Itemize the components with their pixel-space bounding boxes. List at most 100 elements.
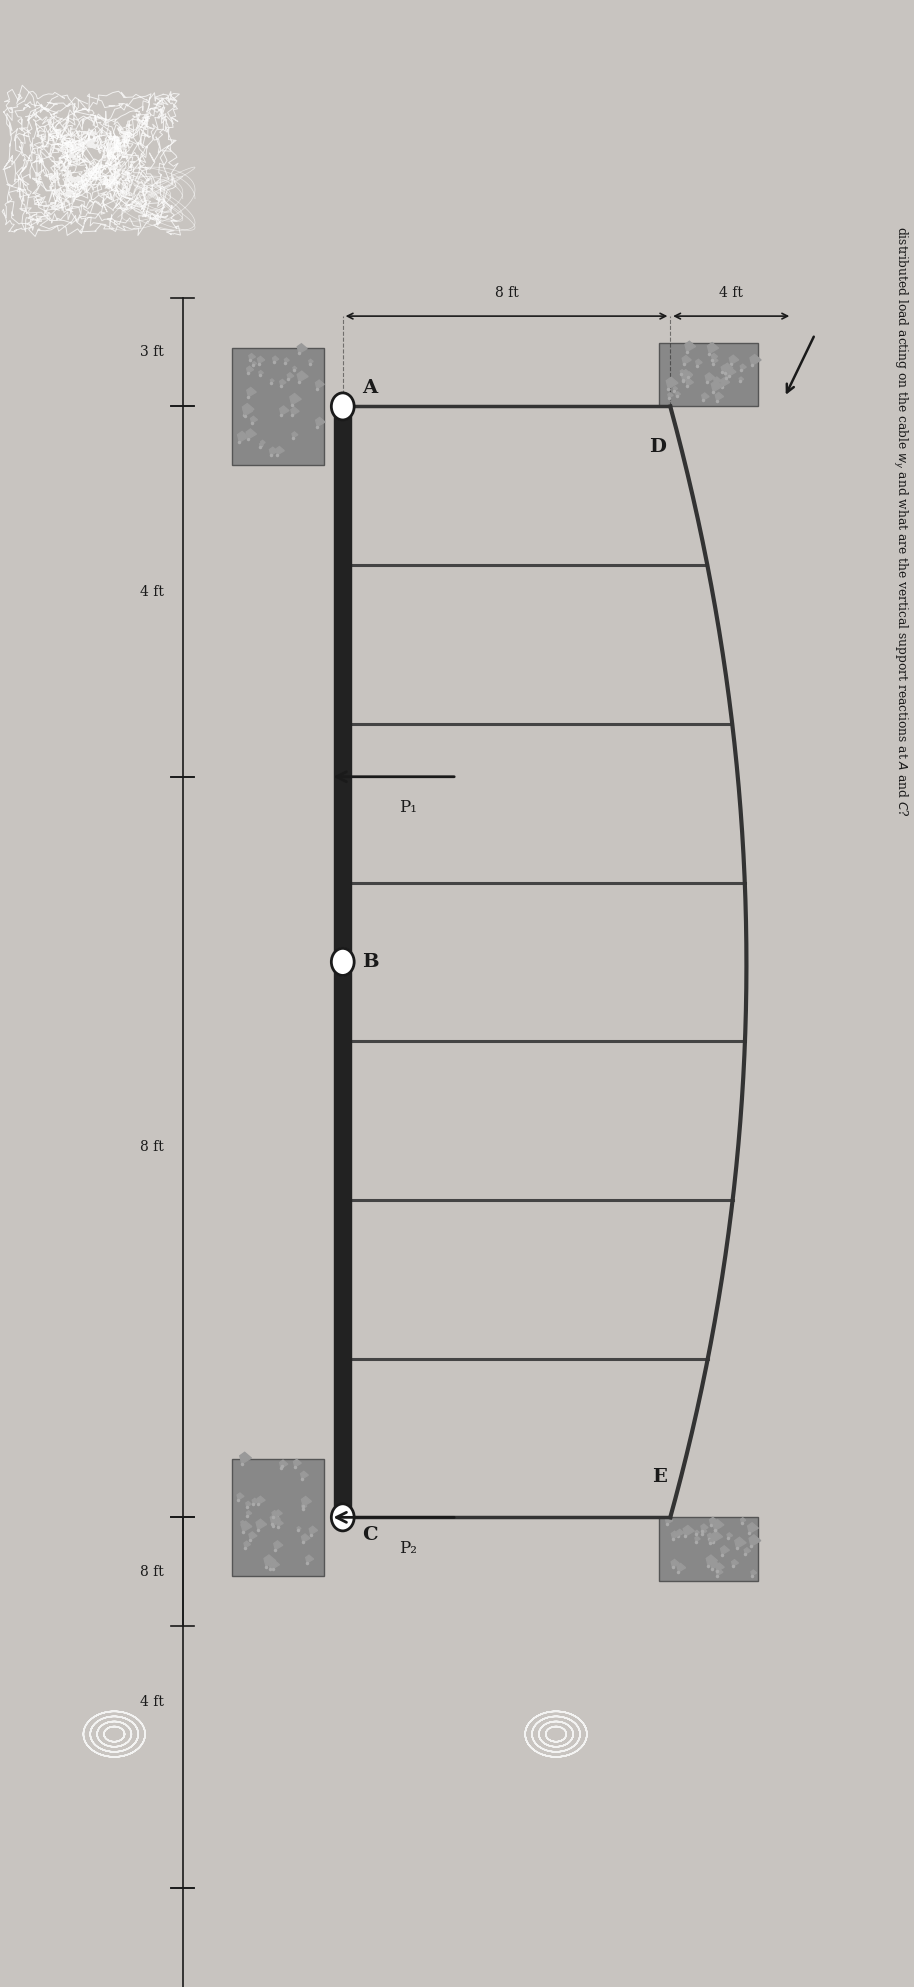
Polygon shape	[716, 393, 724, 401]
Polygon shape	[276, 447, 284, 455]
Polygon shape	[271, 380, 274, 383]
Polygon shape	[727, 1532, 732, 1538]
Polygon shape	[707, 342, 718, 354]
Polygon shape	[707, 1556, 717, 1566]
Polygon shape	[671, 1560, 679, 1568]
Text: 4 ft: 4 ft	[719, 286, 743, 300]
Polygon shape	[680, 370, 685, 374]
Polygon shape	[287, 374, 293, 380]
Polygon shape	[247, 366, 253, 374]
Polygon shape	[250, 417, 258, 423]
Polygon shape	[246, 1502, 251, 1506]
Polygon shape	[665, 1516, 673, 1524]
Polygon shape	[293, 366, 297, 370]
Polygon shape	[702, 393, 709, 399]
Polygon shape	[272, 1510, 279, 1516]
Polygon shape	[270, 447, 278, 455]
Polygon shape	[241, 1520, 245, 1526]
Polygon shape	[666, 378, 678, 389]
Polygon shape	[260, 441, 265, 445]
Text: 8 ft: 8 ft	[494, 286, 518, 300]
Polygon shape	[274, 1540, 282, 1550]
Polygon shape	[309, 1526, 317, 1534]
Polygon shape	[282, 1462, 286, 1466]
Polygon shape	[249, 1532, 257, 1540]
Polygon shape	[280, 380, 286, 385]
Polygon shape	[706, 374, 715, 382]
Text: Problem 4)  Assume the loads applied to the beam result in a uniformly horizonta: Problem 4) Assume the loads applied to t…	[891, 227, 914, 852]
Polygon shape	[702, 1528, 707, 1534]
Polygon shape	[297, 372, 308, 382]
Polygon shape	[260, 443, 263, 447]
Polygon shape	[271, 1560, 280, 1568]
Text: B: B	[362, 954, 378, 972]
Polygon shape	[302, 1496, 312, 1506]
Bar	[232, 348, 324, 465]
Polygon shape	[720, 1546, 729, 1554]
Polygon shape	[723, 364, 733, 374]
Polygon shape	[246, 429, 257, 439]
Polygon shape	[302, 1534, 310, 1542]
Text: P₁: P₁	[399, 799, 417, 817]
Text: E: E	[652, 1468, 666, 1486]
Circle shape	[331, 1504, 354, 1530]
Polygon shape	[243, 407, 252, 415]
Polygon shape	[302, 1504, 307, 1508]
Polygon shape	[711, 380, 723, 391]
Polygon shape	[716, 1570, 723, 1576]
Polygon shape	[725, 374, 730, 378]
Text: 8 ft: 8 ft	[140, 1141, 164, 1154]
Text: 3 ft: 3 ft	[140, 346, 164, 360]
Polygon shape	[740, 1518, 746, 1522]
Polygon shape	[684, 1526, 695, 1536]
Polygon shape	[685, 342, 696, 352]
Text: 4 ft: 4 ft	[140, 1695, 164, 1709]
Polygon shape	[681, 370, 693, 382]
Bar	[232, 1458, 324, 1576]
Polygon shape	[315, 417, 325, 427]
Polygon shape	[277, 1520, 283, 1526]
Polygon shape	[672, 1532, 679, 1540]
Polygon shape	[258, 356, 265, 364]
Polygon shape	[674, 387, 677, 391]
Polygon shape	[241, 1522, 252, 1532]
Text: 8 ft: 8 ft	[140, 1564, 164, 1578]
Polygon shape	[740, 364, 747, 370]
Polygon shape	[668, 393, 674, 397]
Polygon shape	[714, 378, 721, 383]
Polygon shape	[247, 1510, 251, 1516]
Polygon shape	[687, 372, 693, 378]
Polygon shape	[709, 1534, 717, 1542]
Polygon shape	[290, 393, 302, 405]
Polygon shape	[710, 1560, 719, 1570]
Polygon shape	[292, 431, 298, 437]
Polygon shape	[696, 1530, 699, 1534]
Polygon shape	[306, 1556, 314, 1564]
Polygon shape	[247, 387, 256, 397]
Polygon shape	[729, 356, 739, 364]
Polygon shape	[297, 1526, 301, 1530]
Polygon shape	[682, 372, 689, 380]
Polygon shape	[721, 366, 728, 372]
Polygon shape	[259, 372, 263, 376]
Polygon shape	[709, 1518, 717, 1526]
Polygon shape	[695, 1536, 700, 1542]
Polygon shape	[711, 1532, 723, 1542]
Polygon shape	[701, 1524, 708, 1532]
Polygon shape	[309, 360, 314, 364]
Polygon shape	[686, 380, 694, 385]
Circle shape	[331, 393, 354, 419]
Polygon shape	[750, 354, 761, 366]
Polygon shape	[256, 1520, 267, 1530]
Polygon shape	[735, 1538, 746, 1548]
Polygon shape	[301, 1470, 308, 1478]
Polygon shape	[677, 1564, 686, 1572]
Polygon shape	[264, 1556, 276, 1566]
Bar	[659, 1518, 758, 1580]
Polygon shape	[712, 358, 718, 364]
Text: C: C	[362, 1526, 377, 1544]
Polygon shape	[270, 1564, 275, 1568]
Polygon shape	[675, 391, 680, 397]
Polygon shape	[720, 378, 729, 387]
Polygon shape	[748, 1522, 759, 1534]
